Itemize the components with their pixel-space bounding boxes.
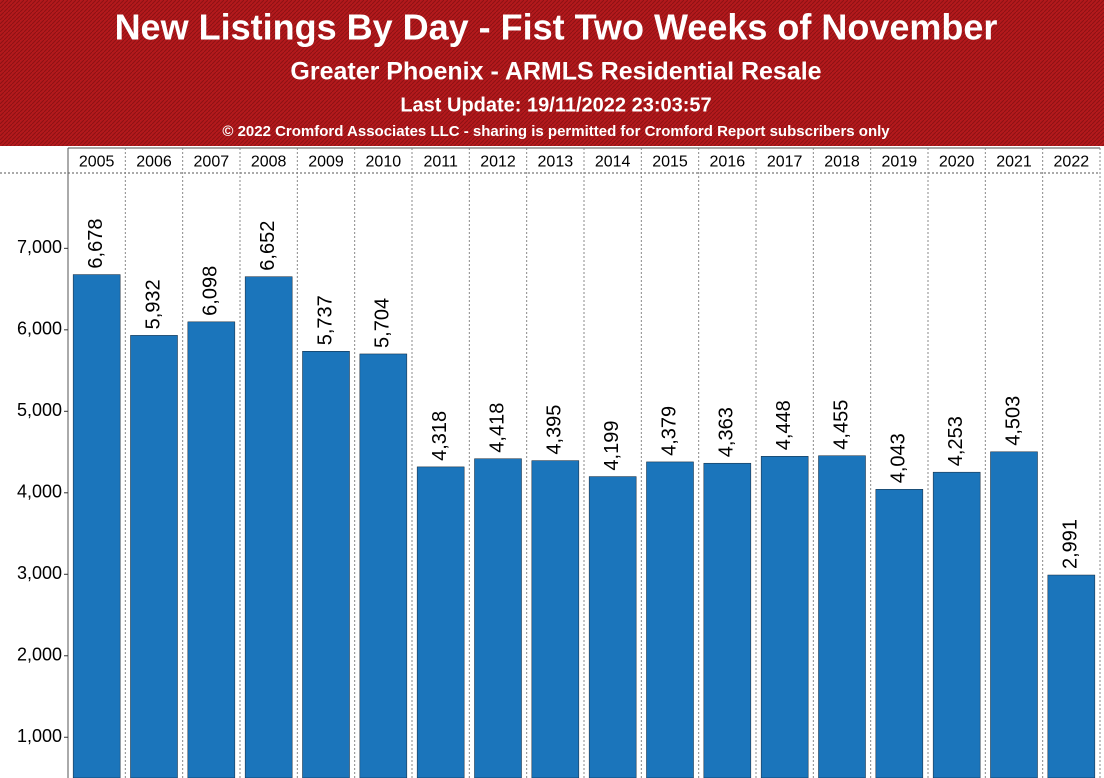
bar <box>1047 574 1096 778</box>
y-tick-label: 7,000 <box>17 237 62 257</box>
value-label: 4,379 <box>658 406 680 456</box>
bar <box>130 335 178 778</box>
bar <box>703 462 752 778</box>
value-label: 4,455 <box>830 400 852 450</box>
bar <box>588 476 637 778</box>
value-label: 6,098 <box>200 266 222 316</box>
bar <box>359 353 408 778</box>
y-tick-label: 2,000 <box>17 645 62 665</box>
update-note: Last Update: 19/11/2022 23:03:57 <box>400 94 711 116</box>
value-label: 2,991 <box>1060 519 1082 569</box>
x-tick-label: 2012 <box>480 154 516 171</box>
value-label: 4,448 <box>773 400 795 450</box>
x-tick-label: 2020 <box>939 154 975 171</box>
y-tick-label: 1,000 <box>17 726 62 746</box>
value-label: 4,318 <box>429 411 451 461</box>
x-tick-label: 2017 <box>767 154 803 171</box>
value-label: 4,503 <box>1002 396 1024 446</box>
bar <box>990 451 1038 778</box>
bar <box>760 456 809 778</box>
x-tick-label: 2009 <box>308 154 344 171</box>
bar <box>875 489 924 778</box>
x-tick-label: 2005 <box>79 154 115 171</box>
value-label: 4,253 <box>945 416 967 466</box>
x-tick-label: 2015 <box>652 154 688 171</box>
bar <box>474 458 522 778</box>
value-label: 5,704 <box>372 298 394 348</box>
value-label: 4,418 <box>486 403 508 453</box>
x-tick-label: 2021 <box>996 154 1032 171</box>
x-tick-label: 2016 <box>710 154 746 171</box>
chart-title: New Listings By Day - Fist Two Weeks of … <box>115 7 998 48</box>
x-tick-label: 2007 <box>194 154 230 171</box>
header-band <box>0 0 1104 146</box>
y-tick-label: 3,000 <box>17 563 62 583</box>
x-tick-label: 2019 <box>882 154 918 171</box>
x-tick-label: 2008 <box>251 154 287 171</box>
bar <box>72 274 121 778</box>
x-tick-label: 2010 <box>366 154 402 171</box>
x-tick-label: 2014 <box>595 154 631 171</box>
bar <box>302 351 350 778</box>
bar <box>646 461 694 778</box>
value-label: 5,737 <box>314 295 336 345</box>
y-tick-label: 4,000 <box>17 482 62 502</box>
value-label: 4,395 <box>544 405 566 455</box>
value-label: 5,932 <box>142 279 164 329</box>
chart-subtitle: Greater Phoenix - ARMLS Residential Resa… <box>290 58 821 86</box>
copyright-note: © 2022 Cromford Associates LLC - sharing… <box>222 123 890 140</box>
value-label: 4,363 <box>716 407 738 457</box>
x-tick-label: 2011 <box>423 154 458 171</box>
y-tick-label: 6,000 <box>17 319 62 339</box>
bar <box>932 471 981 778</box>
value-label: 6,652 <box>257 221 279 271</box>
x-tick-label: 2018 <box>824 154 860 171</box>
value-label: 4,199 <box>601 421 623 471</box>
value-label: 4,043 <box>888 433 910 483</box>
value-label: 6,678 <box>85 219 107 269</box>
x-tick-label: 2006 <box>136 154 172 171</box>
bar <box>818 455 866 778</box>
bar <box>244 276 293 778</box>
y-tick-label: 5,000 <box>17 400 62 420</box>
bar <box>416 466 465 778</box>
bar <box>187 321 236 778</box>
x-tick-label: 2022 <box>1054 154 1090 171</box>
bar <box>531 460 580 778</box>
x-tick-label: 2013 <box>538 154 574 171</box>
